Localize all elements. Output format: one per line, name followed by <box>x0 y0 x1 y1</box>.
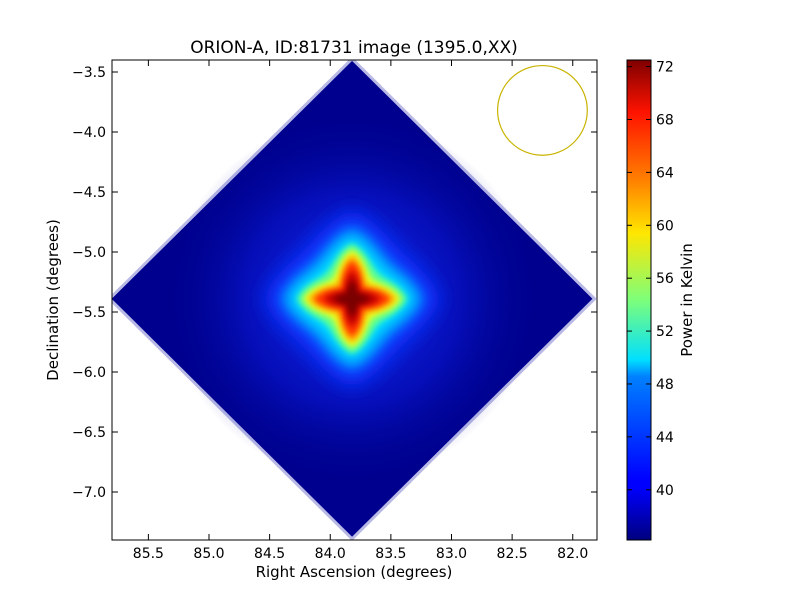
colorbar-tick-label: 48 <box>656 377 674 393</box>
y-tick-label: −6.5 <box>72 425 106 441</box>
x-axis-label: Right Ascension (degrees) <box>256 563 453 581</box>
colorbar-label: Power in Kelvin <box>678 243 696 357</box>
y-axis-label: Declination (degrees) <box>44 219 62 381</box>
colorbar-tick-label: 56 <box>656 271 674 287</box>
colorbar-tick-label: 68 <box>656 113 674 129</box>
intensity-map <box>112 60 597 540</box>
map-contour-8 <box>334 280 371 317</box>
y-tick-label: −5.0 <box>72 245 106 261</box>
plot-frame <box>111 59 598 541</box>
colorbar-tick-label: 52 <box>656 324 674 340</box>
chart-title: ORION-A, ID:81731 image (1395.0,XX) <box>190 38 518 58</box>
y-tick-label: −6.0 <box>72 365 106 381</box>
colorbar <box>626 59 652 541</box>
y-tick-label: −4.5 <box>72 185 106 201</box>
y-tick-label: −4.0 <box>72 125 106 141</box>
colorbar-tick-label: 72 <box>656 60 674 76</box>
x-axis: 85.5 85.0 84.5 84.0 83.5 83.0 82.5 82.0 <box>133 60 588 562</box>
colorbar-tick-label: 44 <box>656 430 674 446</box>
colorbar-tick-label: 60 <box>656 218 674 234</box>
y-tick-label: −3.5 <box>72 65 106 81</box>
y-axis: −3.5 −4.0 −4.5 −5.0 −5.5 −6.0 −6.5 −7.0 <box>72 65 597 501</box>
beam-circle <box>496 64 588 156</box>
x-tick-label: 82.0 <box>557 546 588 562</box>
x-tick-label: 82.5 <box>497 546 528 562</box>
x-tick-label: 83.5 <box>375 546 406 562</box>
x-tick-label: 84.0 <box>315 546 346 562</box>
y-tick-label: −7.0 <box>72 485 106 501</box>
colorbar-tick-label: 40 <box>656 483 674 499</box>
colorbar-tick-label: 64 <box>656 165 674 181</box>
y-tick-label: −5.5 <box>72 305 106 321</box>
x-tick-label: 85.0 <box>193 546 224 562</box>
x-tick-label: 84.5 <box>254 546 285 562</box>
x-tick-label: 83.0 <box>436 546 467 562</box>
x-tick-label: 85.5 <box>133 546 164 562</box>
colorbar-ticks: 40 44 48 52 56 60 64 68 72 <box>627 60 674 499</box>
